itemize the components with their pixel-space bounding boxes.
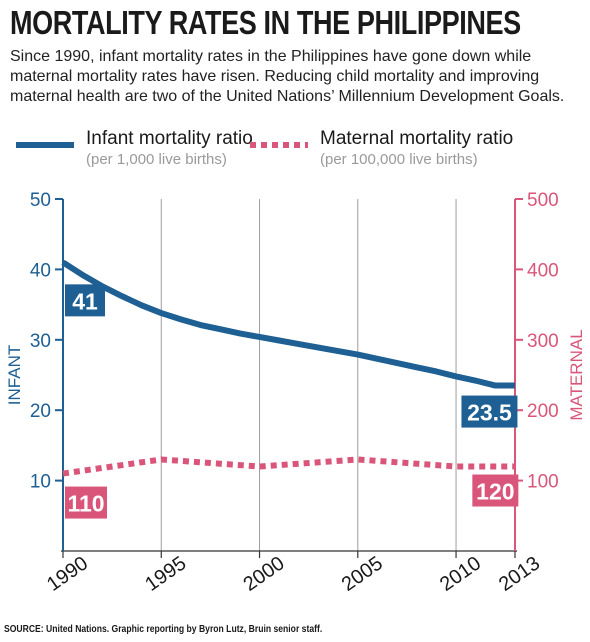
legend-maternal-unit: (per 100,000 live births) [320, 151, 478, 168]
left-tick-label-30: 30 [30, 331, 51, 352]
right-tick-label-100: 100 [527, 472, 559, 493]
maternal-1990-label-box [65, 486, 107, 519]
legend-infant-unit: (per 1,000 live births) [86, 151, 227, 168]
infant-2013-label-box [461, 395, 518, 428]
infant-1990-label-box [65, 284, 105, 317]
maternal-2013-label-box [472, 474, 519, 507]
x-tick-label-2000: 2000 [240, 552, 289, 596]
x-tick-label-1995: 1995 [141, 552, 190, 596]
legend-infant: Infant mortality ratio (per 1,000 live b… [14, 128, 253, 168]
left-tick-label-10: 10 [30, 472, 51, 493]
legend-maternal-label: Maternal mortality ratio [320, 128, 514, 149]
x-tick-label-1990: 1990 [43, 552, 92, 596]
x-tick-label-2010: 2010 [436, 552, 485, 596]
right-tick-label-400: 400 [527, 260, 559, 281]
right-tick-label-300: 300 [527, 331, 559, 352]
legend-infant-swatch [16, 142, 74, 148]
left-tick-label-50: 50 [30, 190, 51, 211]
infant-1990-label: 41 [72, 288, 98, 314]
maternal-series-line [62, 456, 515, 477]
legend-maternal: Maternal mortality ratio (per 100,000 li… [248, 128, 513, 168]
left-tick-label-20: 20 [30, 401, 51, 422]
infant-series-line [61, 259, 515, 389]
infant-2013-label: 23.5 [467, 400, 512, 426]
x-tick-label-2013: 2013 [495, 552, 544, 596]
maternal-1990-label: 110 [67, 491, 104, 517]
chart-title: MORTALITY RATES IN THE PHILIPPINES [10, 4, 521, 41]
x-tick-label-2005: 2005 [338, 552, 387, 596]
source-credit: SOURCE: United Nations. Graphic reportin… [4, 624, 323, 635]
legend-infant-label: Infant mortality ratio [86, 128, 253, 149]
right-tick-label-200: 200 [527, 401, 559, 422]
legend-maternal-swatch [250, 142, 308, 148]
left-axis-title: INFANT [5, 345, 24, 405]
maternal-2013-label: 120 [476, 479, 514, 505]
right-axis-title: MATERNAL [567, 329, 586, 420]
chart-subtitle: Since 1990, infant mortality rates in th… [10, 48, 565, 105]
chart-plot: 1990 1995 2000 2005 2010 2013 10 20 30 40 50 100 200… [5, 190, 586, 596]
left-tick-label-40: 40 [30, 260, 51, 281]
right-tick-label-500: 500 [527, 190, 559, 211]
